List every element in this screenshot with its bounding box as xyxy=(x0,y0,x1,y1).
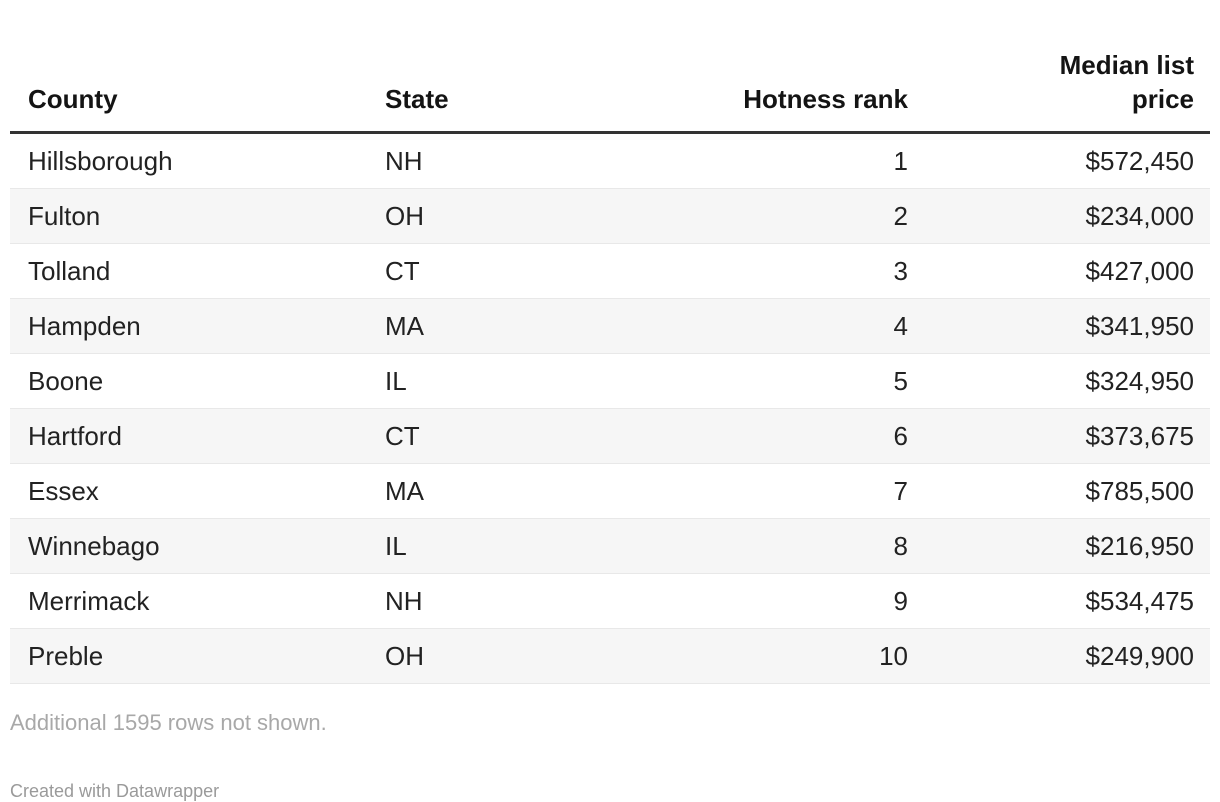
cell-rank: 5 xyxy=(893,366,908,396)
datawrapper-credit: Created with Datawrapper xyxy=(10,781,220,801)
table-header-row: County State Hotness rank Median list pr… xyxy=(10,42,1210,134)
column-header-median-list-price: Median list price xyxy=(922,42,1210,134)
additional-rows-note: Additional 1595 rows not shown. xyxy=(10,710,327,735)
column-header-state: State xyxy=(367,42,647,134)
cell-price: $234,000 xyxy=(1085,201,1194,231)
cell-county: Hampden xyxy=(28,311,141,341)
cell-state: OH xyxy=(385,641,424,671)
cell-county: Essex xyxy=(28,476,99,506)
table-header: County State Hotness rank Median list pr… xyxy=(10,42,1210,134)
cell-state: CT xyxy=(385,256,420,286)
cell-county: Preble xyxy=(28,641,104,671)
table-body: Hillsborough NH 1 $572,450 Fulton OH 2 $234,000… xyxy=(10,132,1210,684)
cell-rank: 9 xyxy=(893,586,908,616)
cell-state: IL xyxy=(385,531,407,561)
cell-rank: 6 xyxy=(893,421,908,451)
table-row: Preble OH 10 $249,900 xyxy=(10,628,1210,684)
cell-state: NH xyxy=(385,146,423,176)
cell-state: IL xyxy=(385,366,407,396)
cell-county: Fulton xyxy=(28,201,101,231)
cell-county: Winnebago xyxy=(28,531,160,561)
table-row: Hartford CT 6 $373,675 xyxy=(10,408,1210,464)
cell-price: $341,950 xyxy=(1085,311,1194,341)
cell-state: MA xyxy=(385,476,424,506)
cell-rank: 7 xyxy=(893,476,908,506)
table-row: Hampden MA 4 $341,950 xyxy=(10,298,1210,354)
cell-price: $324,950 xyxy=(1085,366,1194,396)
cell-price: $572,450 xyxy=(1085,146,1194,176)
column-header-county: County xyxy=(10,42,367,134)
cell-price: $216,950 xyxy=(1085,531,1194,561)
cell-price: $534,475 xyxy=(1085,586,1194,616)
data-table: County State Hotness rank Median list pr… xyxy=(10,42,1210,684)
table-row: Winnebago IL 8 $216,950 xyxy=(10,518,1210,574)
cell-county: Hartford xyxy=(28,421,122,451)
cell-state: CT xyxy=(385,421,420,451)
table-row: Essex MA 7 $785,500 xyxy=(10,463,1210,519)
table-row: Tolland CT 3 $427,000 xyxy=(10,243,1210,299)
cell-county: Hillsborough xyxy=(28,146,173,176)
column-header-hotness-rank: Hotness rank xyxy=(647,42,922,134)
cell-rank: 1 xyxy=(893,146,908,176)
cell-rank: 8 xyxy=(893,531,908,561)
cell-county: Boone xyxy=(28,366,104,396)
cell-price: $427,000 xyxy=(1085,256,1194,286)
table-row: Hillsborough NH 1 $572,450 xyxy=(10,132,1210,189)
cell-county: Tolland xyxy=(28,256,111,286)
cell-rank: 3 xyxy=(893,256,908,286)
cell-state: MA xyxy=(385,311,424,341)
cell-county: Merrimack xyxy=(28,586,150,616)
table-row: Fulton OH 2 $234,000 xyxy=(10,188,1210,244)
cell-price: $249,900 xyxy=(1085,641,1194,671)
cell-state: OH xyxy=(385,201,424,231)
cell-rank: 10 xyxy=(879,641,908,671)
cell-price: $785,500 xyxy=(1085,476,1194,506)
cell-price: $373,675 xyxy=(1085,421,1194,451)
table-row: Boone IL 5 $324,950 xyxy=(10,353,1210,409)
cell-rank: 2 xyxy=(893,201,908,231)
table-row: Merrimack NH 9 $534,475 xyxy=(10,573,1210,629)
column-header-median-list-price-label: Median list price xyxy=(1059,50,1194,114)
cell-rank: 4 xyxy=(893,311,908,341)
cell-state: NH xyxy=(385,586,423,616)
